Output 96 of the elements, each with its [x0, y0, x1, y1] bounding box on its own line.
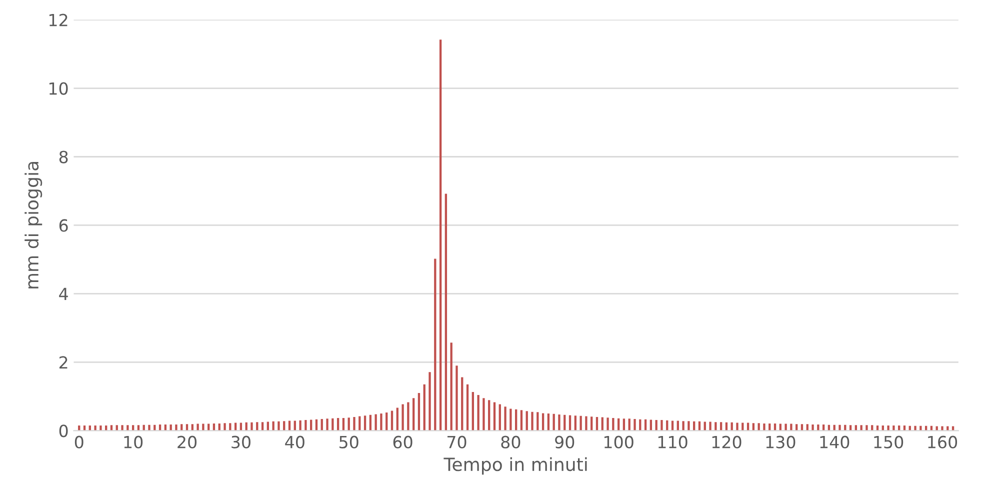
x-tick-label: 90 [555, 436, 574, 448]
bar [709, 422, 712, 431]
x-tick-label: 10 [124, 436, 143, 448]
bar [456, 366, 458, 431]
bar [412, 398, 415, 431]
bar [202, 424, 204, 431]
bar [380, 414, 382, 431]
bar [196, 424, 199, 431]
bar [714, 422, 717, 431]
x-tick-label: 80 [501, 436, 520, 448]
bar [170, 424, 172, 431]
bar [634, 419, 636, 431]
x-tick-label: 0 [74, 436, 84, 448]
bar [418, 392, 420, 431]
bar [860, 425, 862, 431]
x-tick-label: 150 [874, 436, 904, 448]
y-tick-label: 4 [59, 288, 68, 300]
x-tick-label: 30 [232, 436, 250, 448]
x-tick-label: 60 [393, 436, 412, 448]
bar [784, 424, 787, 431]
bar [477, 395, 480, 431]
bar [407, 402, 410, 431]
bar [402, 404, 404, 431]
bar [812, 424, 814, 431]
bar [100, 426, 102, 431]
x-tick-label: 130 [766, 436, 796, 448]
x-tick-label: 160 [928, 436, 958, 448]
x-tick-label: 70 [448, 436, 466, 448]
x-axis-title: Tempo in minuti [444, 457, 587, 475]
bar [542, 413, 544, 431]
bar [510, 408, 512, 431]
bar [94, 426, 96, 431]
bar [272, 421, 274, 431]
bar [536, 412, 539, 431]
bar [531, 412, 534, 431]
y-tick-label: 2 [59, 356, 68, 369]
bar [838, 424, 841, 431]
y-tick-label: 10 [49, 82, 68, 95]
bar [444, 194, 448, 431]
x-tick-label: 110 [658, 436, 688, 448]
bar [520, 410, 523, 431]
bar [304, 420, 307, 431]
bar [434, 258, 436, 431]
bar [612, 418, 614, 431]
y-tick-label: 6 [59, 219, 68, 232]
bar [585, 416, 588, 431]
x-tick-label: 40 [285, 436, 304, 448]
bar [278, 421, 280, 431]
bar [326, 418, 328, 431]
bar [866, 425, 868, 431]
x-tick-label: 20 [178, 436, 197, 448]
bar [688, 421, 690, 431]
bar [763, 423, 766, 431]
bar [892, 426, 895, 431]
x-tick-label: 100 [604, 436, 634, 448]
bar [758, 423, 760, 431]
y-tick-label: 0 [59, 424, 68, 438]
bar [450, 342, 452, 431]
bar [374, 414, 377, 431]
bar [482, 398, 485, 431]
bar [568, 415, 572, 431]
bar [488, 400, 490, 431]
bar [224, 423, 226, 431]
bar [736, 422, 738, 431]
y-tick-label: 8 [59, 150, 68, 164]
bar [461, 377, 464, 431]
y-tick-label: 12 [49, 14, 68, 26]
bar [941, 426, 944, 431]
bar [682, 421, 684, 431]
bar [428, 372, 431, 431]
x-tick-label: 50 [340, 436, 358, 448]
bar [466, 384, 469, 431]
bar [148, 424, 150, 431]
bar [423, 384, 426, 431]
bar [580, 416, 582, 431]
y-axis-title: mm di pioggia [24, 162, 42, 288]
bar [887, 426, 890, 431]
x-tick-label: 120 [712, 436, 742, 448]
bar [121, 425, 124, 431]
bar [504, 406, 506, 431]
bar [175, 424, 178, 431]
bar [472, 392, 474, 431]
bar [526, 411, 528, 431]
bar [606, 418, 609, 431]
bar [493, 402, 496, 431]
bar [558, 414, 560, 431]
bar [396, 408, 398, 431]
bar [514, 409, 518, 431]
bar [250, 422, 253, 431]
bar [660, 420, 663, 431]
bar [914, 426, 916, 431]
x-tick-label: 140 [820, 436, 850, 448]
bar [439, 40, 442, 431]
bar [299, 420, 302, 431]
bar [353, 416, 356, 431]
bar [790, 424, 792, 431]
